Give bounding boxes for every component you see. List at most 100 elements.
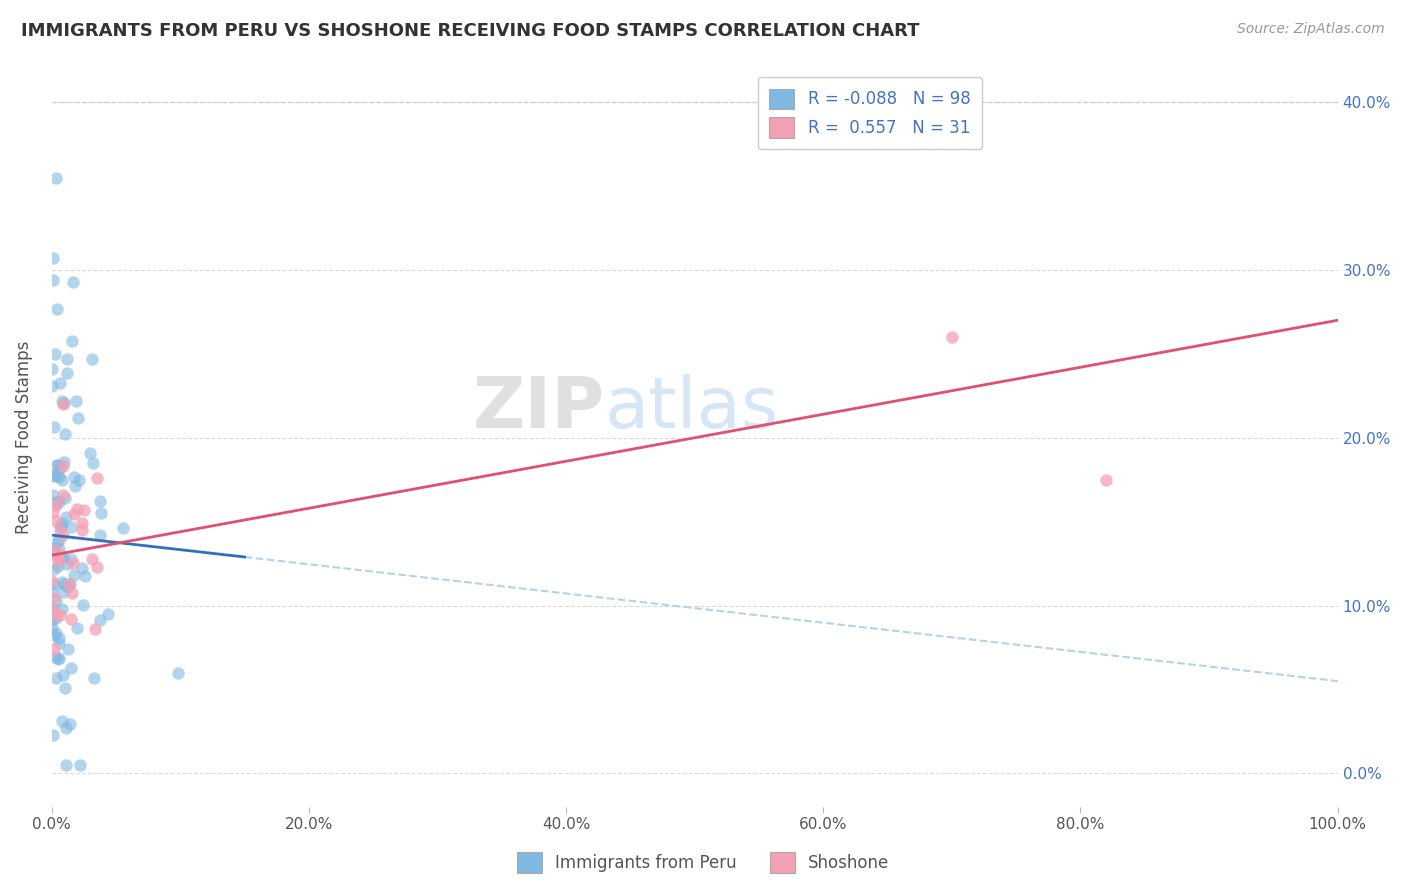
Shoshone xyxy=(44,642,66,657)
Immigrants from Peru xyxy=(53,427,76,442)
Immigrants from Peru xyxy=(66,621,89,635)
Shoshone xyxy=(60,586,83,600)
Shoshone xyxy=(45,498,67,512)
Immigrants from Peru xyxy=(42,469,65,483)
Shoshone xyxy=(41,603,63,617)
Immigrants from Peru xyxy=(48,636,70,650)
Text: ZIP: ZIP xyxy=(472,374,605,442)
Immigrants from Peru xyxy=(60,661,83,675)
Immigrants from Peru xyxy=(82,456,104,470)
Shoshone xyxy=(45,550,67,565)
Immigrants from Peru xyxy=(55,721,77,735)
Shoshone xyxy=(51,459,73,474)
Immigrants from Peru xyxy=(75,569,97,583)
Shoshone xyxy=(41,574,63,588)
Immigrants from Peru xyxy=(41,728,63,742)
Immigrants from Peru xyxy=(58,577,80,591)
Shoshone xyxy=(45,607,67,621)
Immigrants from Peru xyxy=(60,334,83,349)
Immigrants from Peru xyxy=(69,758,91,772)
Shoshone xyxy=(80,552,103,566)
Immigrants from Peru xyxy=(52,455,75,469)
Immigrants from Peru xyxy=(51,714,73,728)
Shoshone xyxy=(59,612,82,626)
Legend: R = -0.088   N = 98, R =  0.557   N = 31: R = -0.088 N = 98, R = 0.557 N = 31 xyxy=(758,77,983,149)
Shoshone xyxy=(45,542,67,557)
Immigrants from Peru xyxy=(58,641,80,656)
Immigrants from Peru xyxy=(51,601,73,615)
Immigrants from Peru xyxy=(42,467,65,482)
Immigrants from Peru xyxy=(89,494,111,508)
Immigrants from Peru xyxy=(48,533,70,547)
Shoshone xyxy=(1095,473,1118,487)
Immigrants from Peru xyxy=(44,346,66,360)
Immigrants from Peru xyxy=(89,528,111,542)
Shoshone xyxy=(86,559,108,574)
Immigrants from Peru xyxy=(55,758,77,772)
Immigrants from Peru xyxy=(42,251,65,265)
Shoshone xyxy=(62,556,84,570)
Shoshone xyxy=(49,608,72,623)
Immigrants from Peru xyxy=(46,652,69,666)
Immigrants from Peru xyxy=(41,613,63,627)
Shoshone xyxy=(62,507,84,521)
Immigrants from Peru xyxy=(97,607,120,621)
Immigrants from Peru xyxy=(45,534,67,549)
Y-axis label: Receiving Food Stamps: Receiving Food Stamps xyxy=(15,341,32,534)
Shoshone xyxy=(48,554,70,568)
Immigrants from Peru xyxy=(45,458,67,473)
Immigrants from Peru xyxy=(56,557,79,571)
Shoshone xyxy=(45,514,67,528)
Immigrants from Peru xyxy=(56,580,79,594)
Immigrants from Peru xyxy=(52,550,75,565)
Immigrants from Peru xyxy=(55,352,77,367)
Shoshone xyxy=(65,501,87,516)
Immigrants from Peru xyxy=(41,378,63,392)
Text: Source: ZipAtlas.com: Source: ZipAtlas.com xyxy=(1237,22,1385,37)
Immigrants from Peru xyxy=(55,366,77,380)
Immigrants from Peru xyxy=(65,393,87,408)
Immigrants from Peru xyxy=(46,558,69,573)
Immigrants from Peru xyxy=(49,460,72,475)
Immigrants from Peru xyxy=(63,567,86,582)
Immigrants from Peru xyxy=(51,516,73,530)
Immigrants from Peru xyxy=(42,577,65,591)
Immigrants from Peru xyxy=(49,376,72,391)
Immigrants from Peru xyxy=(51,473,73,487)
Immigrants from Peru xyxy=(46,458,69,472)
Shoshone xyxy=(941,330,963,344)
Immigrants from Peru xyxy=(59,717,82,731)
Immigrants from Peru xyxy=(44,650,66,665)
Immigrants from Peru xyxy=(41,621,63,635)
Immigrants from Peru xyxy=(166,665,188,680)
Immigrants from Peru xyxy=(55,681,77,695)
Immigrants from Peru xyxy=(41,362,63,376)
Immigrants from Peru xyxy=(45,468,67,483)
Shoshone xyxy=(42,505,65,519)
Legend: Immigrants from Peru, Shoshone: Immigrants from Peru, Shoshone xyxy=(510,846,896,880)
Immigrants from Peru xyxy=(51,393,73,408)
Immigrants from Peru xyxy=(53,491,76,505)
Shoshone xyxy=(49,524,72,538)
Shoshone xyxy=(52,488,75,502)
Immigrants from Peru xyxy=(48,631,70,645)
Immigrants from Peru xyxy=(67,473,90,487)
Immigrants from Peru xyxy=(62,275,84,289)
Immigrants from Peru xyxy=(72,598,94,612)
Shoshone xyxy=(44,591,66,605)
Immigrants from Peru xyxy=(45,626,67,640)
Immigrants from Peru xyxy=(52,585,75,599)
Immigrants from Peru xyxy=(60,520,83,534)
Immigrants from Peru xyxy=(42,273,65,287)
Immigrants from Peru xyxy=(48,541,70,556)
Immigrants from Peru xyxy=(45,671,67,685)
Immigrants from Peru xyxy=(59,552,82,566)
Immigrants from Peru xyxy=(63,479,86,493)
Immigrants from Peru xyxy=(45,495,67,509)
Immigrants from Peru xyxy=(41,584,63,599)
Text: IMMIGRANTS FROM PERU VS SHOSHONE RECEIVING FOOD STAMPS CORRELATION CHART: IMMIGRANTS FROM PERU VS SHOSHONE RECEIVI… xyxy=(21,22,920,40)
Shoshone xyxy=(70,516,93,531)
Immigrants from Peru xyxy=(42,488,65,502)
Shoshone xyxy=(46,549,69,564)
Immigrants from Peru xyxy=(79,446,101,460)
